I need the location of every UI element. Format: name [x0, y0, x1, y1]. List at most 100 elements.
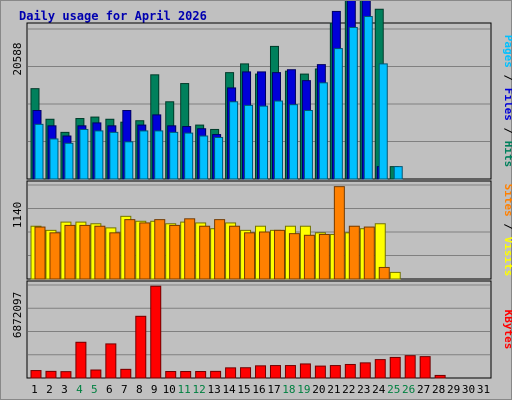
bar-kbytes-day-18: [284, 365, 296, 379]
x-tick-day-26: 26: [402, 383, 415, 396]
bar-sites-day-2: [49, 232, 61, 280]
bar-kbytes-day-8: [135, 315, 147, 379]
x-tick-day-30: 30: [462, 383, 475, 396]
bar-sites-day-11: [184, 218, 196, 280]
x-tick-day-16: 16: [252, 383, 265, 396]
bar-pages-day-15: [244, 104, 254, 180]
bar-pages-day-25: [393, 166, 403, 180]
bar-kbytes-day-28: [434, 374, 446, 379]
bar-kbytes-day-3: [60, 371, 72, 379]
axis-label-visits-sites: Sites / Visits: [502, 184, 512, 277]
bar-sites-day-8: [139, 222, 151, 280]
x-tick-day-28: 28: [432, 383, 445, 396]
axis-label-part: Pages: [502, 35, 512, 68]
bar-sites-day-10: [169, 224, 181, 280]
bar-kbytes-day-26: [404, 355, 416, 379]
x-tick-day-9: 9: [151, 383, 158, 396]
bar-kbytes-day-6: [105, 343, 117, 379]
bar-sites-day-23: [363, 226, 375, 280]
bar-sites-day-18: [288, 233, 300, 280]
bar-pages-day-18: [288, 104, 298, 180]
bar-pages-day-3: [64, 142, 74, 180]
x-tick-day-23: 23: [357, 383, 370, 396]
bar-sites-day-15: [244, 232, 256, 280]
x-tick-day-31: 31: [477, 383, 490, 396]
bar-pages-day-14: [229, 101, 239, 180]
bar-kbytes-day-7: [120, 368, 132, 379]
bar-sites-day-19: [303, 234, 315, 280]
bar-sites-day-6: [109, 232, 121, 280]
bar-kbytes-day-13: [210, 370, 222, 379]
x-tick-day-25: 25: [387, 383, 400, 396]
bar-kbytes-day-2: [45, 370, 57, 379]
axis-label-part: /: [502, 68, 512, 88]
bar-sites-day-22: [348, 225, 360, 280]
x-tick-day-12: 12: [193, 383, 206, 396]
chart-title: Daily usage for April 2026: [19, 9, 207, 23]
bar-sites-day-1: [34, 226, 46, 280]
bar-sites-day-3: [64, 224, 76, 280]
bar-pages-day-16: [259, 105, 269, 180]
bar-kbytes-day-1: [30, 370, 42, 379]
bar-sites-day-21: [333, 186, 345, 280]
bar-pages-day-1: [34, 123, 44, 180]
x-tick-day-20: 20: [312, 383, 325, 396]
bar-sites-day-7: [124, 219, 136, 280]
axis-label-part: Files: [502, 88, 512, 121]
bar-sites-day-4: [79, 224, 91, 280]
bar-pages-day-6: [109, 131, 119, 180]
bar-pages-day-8: [139, 130, 149, 180]
bar-kbytes-day-23: [359, 362, 371, 379]
x-tick-day-17: 17: [267, 383, 280, 396]
bar-sites-day-14: [229, 225, 241, 280]
bar-kbytes-day-21: [329, 365, 341, 379]
bar-kbytes-day-10: [165, 371, 177, 379]
x-tick-day-27: 27: [417, 383, 430, 396]
bar-pages-day-23: [363, 16, 373, 180]
axis-label-part: KBytes: [502, 310, 512, 350]
x-tick-day-4: 4: [76, 383, 83, 396]
x-tick-day-6: 6: [106, 383, 113, 396]
x-tick-day-2: 2: [46, 383, 53, 396]
x-tick-day-5: 5: [91, 383, 98, 396]
x-tick-day-18: 18: [282, 383, 295, 396]
bar-sites-day-20: [318, 233, 330, 280]
bar-kbytes-day-27: [419, 356, 431, 379]
ytick-label-hits-files-pages: 20588: [11, 42, 24, 75]
x-tick-day-21: 21: [327, 383, 340, 396]
ytick-label-visits-sites: 1140: [11, 202, 24, 229]
x-tick-day-3: 3: [61, 383, 68, 396]
bar-sites-day-13: [214, 219, 226, 280]
axis-label-part: /: [502, 121, 512, 141]
bar-pages-day-21: [333, 48, 343, 180]
bar-kbytes-day-16: [255, 365, 267, 379]
axis-label-part: Hits: [502, 141, 512, 168]
ytick-label-kbytes: 6872097: [11, 292, 24, 338]
bar-kbytes-day-22: [344, 363, 356, 379]
x-tick-day-24: 24: [372, 383, 386, 396]
bar-pages-day-7: [124, 141, 134, 180]
bar-pages-day-20: [318, 82, 328, 180]
axis-label-hits-files-pages: Pages / Files / Hits: [502, 35, 512, 168]
bar-pages-day-19: [303, 110, 313, 180]
bar-kbytes-day-12: [195, 371, 207, 379]
x-tick-day-11: 11: [178, 383, 191, 396]
bar-kbytes-day-15: [240, 367, 252, 379]
x-tick-day-22: 22: [342, 383, 355, 396]
x-tick-day-7: 7: [121, 383, 128, 396]
x-tick-day-19: 19: [297, 383, 310, 396]
bar-sites-day-9: [154, 219, 166, 280]
bar-kbytes-day-14: [225, 367, 237, 379]
bar-kbytes-day-9: [150, 285, 162, 379]
axis-label-part: Visits: [502, 237, 512, 277]
bar-kbytes-day-24: [374, 359, 386, 379]
bar-pages-day-10: [169, 131, 179, 180]
bar-pages-day-22: [348, 26, 358, 180]
bar-pages-day-17: [273, 100, 283, 180]
bar-pages-day-9: [154, 130, 164, 180]
bar-kbytes-day-11: [180, 371, 192, 379]
x-tick-day-15: 15: [237, 383, 250, 396]
bar-sites-day-5: [94, 225, 106, 280]
